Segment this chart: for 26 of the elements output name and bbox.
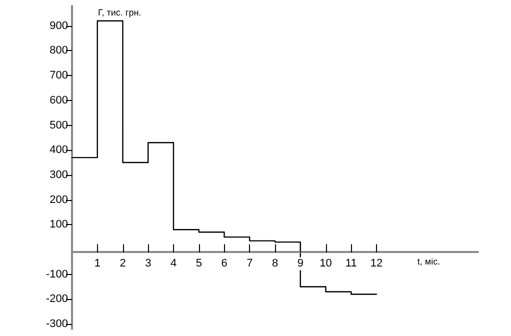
y-tick-label: 600: [50, 94, 68, 106]
x-tick-label: 2: [120, 258, 126, 270]
x-tick-label: 11: [345, 258, 357, 270]
y-tick-label: -200: [46, 293, 68, 306]
y-tick-label: 700: [50, 70, 68, 82]
y-tick-label: 800: [50, 44, 68, 57]
x-tick-label: 4: [170, 258, 177, 270]
y-tick-label: 500: [50, 119, 68, 132]
x-tick-label: 8: [272, 258, 278, 270]
x-tick-label: 12: [370, 258, 383, 270]
x-axis-title: t, міс.: [417, 256, 440, 267]
x-tick-label: 3: [145, 258, 152, 270]
y-tick-label: 100: [50, 218, 68, 231]
x-tick-label: 6: [221, 258, 228, 270]
x-tick-label: 10: [320, 258, 332, 270]
y-tick-label: -300: [46, 318, 68, 330]
x-tick-label: 7: [246, 258, 253, 270]
y-tick-label: 300: [50, 168, 68, 181]
x-tick-label: 5: [196, 258, 202, 270]
x-tick-label: 9: [297, 258, 304, 270]
y-tick-label: -100: [46, 268, 68, 280]
y-tick-label: 900: [50, 20, 68, 32]
y-axis-title: Г, тис. грн.: [98, 8, 142, 18]
x-tick-label: 1: [94, 258, 100, 270]
y-tick-label: 200: [50, 194, 68, 206]
y-tick-label: 400: [50, 144, 68, 156]
